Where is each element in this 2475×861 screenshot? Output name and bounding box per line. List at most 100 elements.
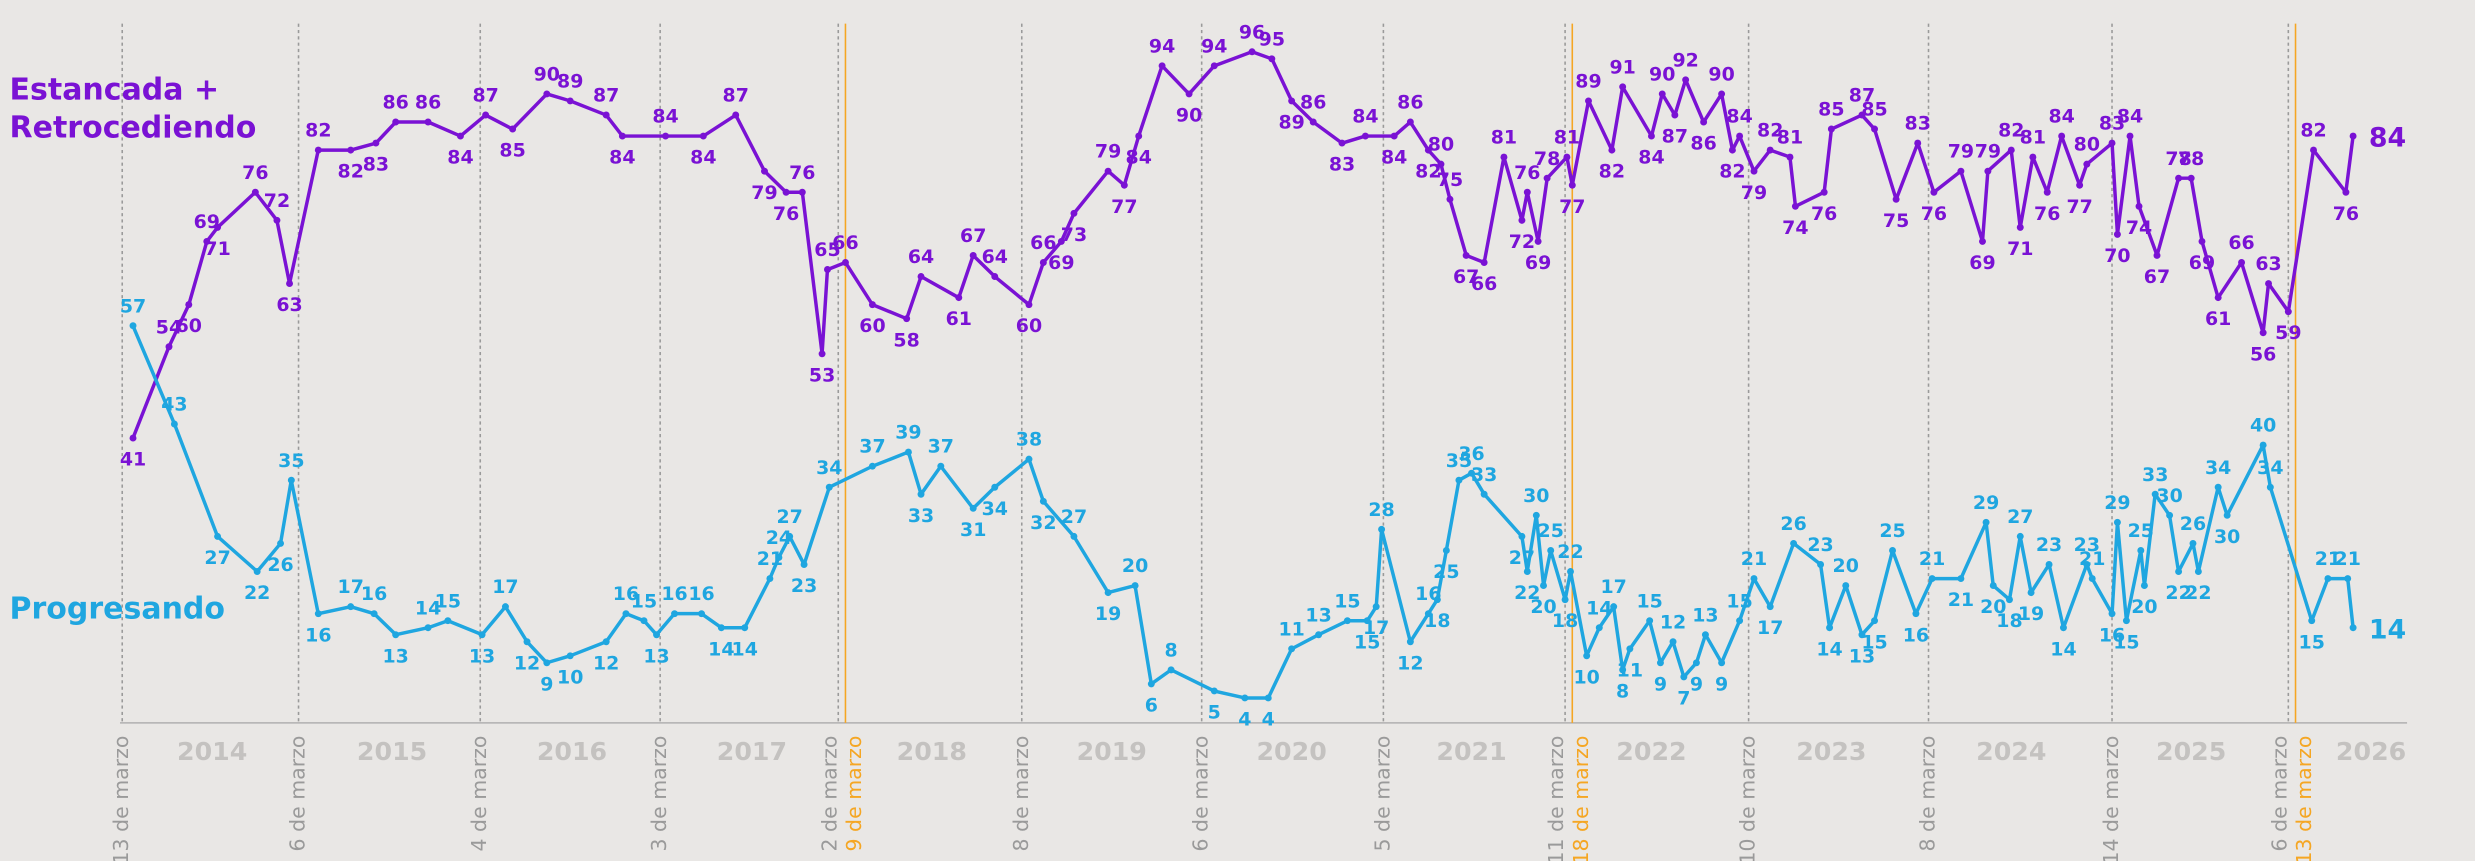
value-label: 15 — [1636, 590, 1662, 612]
data-point — [1025, 301, 1032, 308]
data-point — [1792, 203, 1799, 210]
data-point — [254, 568, 261, 575]
value-label: 41 — [120, 449, 146, 471]
data-point — [1518, 533, 1525, 540]
value-label: 56 — [2250, 343, 2276, 365]
value-label: 35 — [278, 450, 304, 472]
value-label: 15 — [435, 590, 461, 612]
value-label: 74 — [1782, 217, 1808, 239]
value-label: 9 — [1715, 673, 1728, 695]
value-label: 33 — [908, 505, 934, 527]
data-point — [1562, 596, 1569, 603]
data-point — [1481, 259, 1488, 266]
data-point — [1693, 659, 1700, 666]
data-point — [502, 603, 509, 610]
value-label: 83 — [1905, 113, 1931, 135]
data-point — [1990, 582, 1997, 589]
value-label: 37 — [928, 436, 954, 458]
data-point — [2188, 175, 2195, 182]
data-point — [622, 610, 629, 617]
data-point — [543, 90, 550, 97]
value-label: 9 — [540, 673, 553, 695]
value-label: 21 — [1741, 548, 1767, 570]
value-label: 95 — [1259, 28, 1285, 50]
data-point — [1751, 168, 1758, 175]
reference-label: 8 de marzo — [1009, 736, 1033, 852]
data-point — [1211, 687, 1218, 694]
data-point — [1373, 603, 1380, 610]
value-label: 86 — [383, 92, 409, 114]
value-label: 20 — [1122, 555, 1148, 577]
data-point — [2114, 519, 2121, 526]
value-label: 67 — [960, 225, 986, 247]
data-point — [1567, 568, 1574, 575]
data-point — [286, 280, 293, 287]
value-label: 21 — [1919, 548, 1945, 570]
value-label: 25 — [1433, 561, 1459, 583]
value-label: 22 — [1557, 541, 1583, 563]
value-label: 14 — [2050, 638, 2076, 660]
legend-entry: Progresando — [10, 590, 286, 685]
value-label: 53 — [809, 364, 835, 386]
data-point — [2046, 561, 2053, 568]
data-point — [1767, 603, 1774, 610]
value-label: 92 — [1672, 49, 1698, 71]
data-point — [2190, 540, 2197, 547]
data-point — [2028, 589, 2035, 596]
data-point — [955, 294, 962, 301]
data-point — [671, 610, 678, 617]
value-label: 26 — [1780, 513, 1806, 535]
value-label: 71 — [2007, 238, 2033, 260]
data-point — [2083, 161, 2090, 168]
data-point — [1378, 526, 1385, 533]
value-label: 58 — [893, 329, 919, 351]
data-point — [918, 491, 925, 498]
value-label: 61 — [946, 308, 972, 330]
data-point — [1984, 168, 1991, 175]
value-label: 77 — [1111, 196, 1137, 218]
value-label: 23 — [791, 575, 817, 597]
value-label: 18 — [1552, 610, 1578, 632]
x-tick-label: 2023 — [1796, 737, 1866, 766]
reference-label: 13 de marzo — [109, 736, 133, 861]
value-label: 27 — [1061, 506, 1087, 528]
data-point — [991, 484, 998, 491]
data-point — [444, 617, 451, 624]
data-point — [371, 610, 378, 617]
data-point — [372, 140, 379, 147]
data-point — [288, 477, 295, 484]
data-point — [2044, 189, 2051, 196]
value-label: 34 — [2257, 457, 2283, 479]
data-point — [2127, 133, 2134, 140]
data-point — [1670, 638, 1677, 645]
series-name: Estancada + Retrocediendo — [10, 71, 286, 147]
value-label: 16 — [1903, 624, 1929, 646]
value-label: 79 — [1948, 141, 1974, 163]
data-point — [347, 147, 354, 154]
data-point — [1544, 175, 1551, 182]
value-label: 69 — [2189, 252, 2215, 274]
data-point — [2114, 231, 2121, 238]
data-point — [1671, 112, 1678, 119]
value-label: 84 — [2048, 106, 2074, 128]
value-label: 16 — [661, 583, 687, 605]
data-point — [1914, 140, 1921, 147]
data-point — [826, 484, 833, 491]
data-point — [2308, 617, 2315, 624]
value-label: 59 — [2275, 322, 2301, 344]
data-point — [2076, 182, 2083, 189]
value-label: 14 — [1816, 638, 1842, 660]
data-point — [937, 463, 944, 470]
value-label: 86 — [1397, 92, 1423, 114]
data-point — [903, 315, 910, 322]
value-label: 84 — [1726, 106, 1752, 128]
value-label: 18 — [1424, 610, 1450, 632]
data-point — [905, 449, 912, 456]
data-point — [1718, 90, 1725, 97]
data-point — [2166, 512, 2173, 519]
value-label: 61 — [2205, 308, 2231, 330]
value-label: 66 — [1030, 232, 1056, 254]
data-point — [1132, 582, 1139, 589]
value-label: 76 — [2034, 203, 2060, 225]
value-label: 14 — [732, 638, 758, 660]
